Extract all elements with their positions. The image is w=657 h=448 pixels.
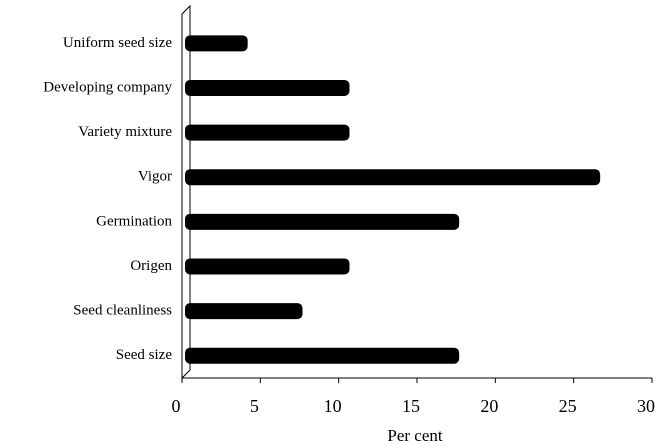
bar: [185, 169, 601, 186]
x-tick-label: 30: [637, 396, 655, 416]
y-tick-label: Germination: [96, 213, 172, 229]
y-tick-label: Origen: [130, 258, 172, 274]
bar: [185, 124, 350, 141]
bar: [185, 35, 248, 52]
x-tick-label: 20: [480, 396, 498, 416]
x-tick-label: 25: [559, 396, 577, 416]
x-tick-label: 0: [172, 396, 181, 416]
y-tick-label: Seed size: [116, 347, 173, 363]
y-tick-label: Variety mixture: [78, 124, 172, 140]
bar: [185, 79, 350, 96]
y-tick-label: Seed cleanliness: [73, 303, 172, 319]
y-tick-label: Uniform seed size: [63, 35, 172, 51]
x-tick-label: 15: [402, 396, 420, 416]
y-tick-label: Vigor: [138, 169, 172, 185]
axis-wall: [181, 4, 191, 380]
y-tick-label: Developing company: [43, 79, 172, 95]
bar: [185, 303, 303, 320]
x-tick-label: 5: [250, 396, 259, 416]
x-tick-label: 10: [324, 396, 342, 416]
bar: [185, 258, 350, 275]
bar: [185, 347, 460, 364]
bar: [185, 213, 460, 230]
x-axis-label: Per cent: [387, 426, 443, 445]
